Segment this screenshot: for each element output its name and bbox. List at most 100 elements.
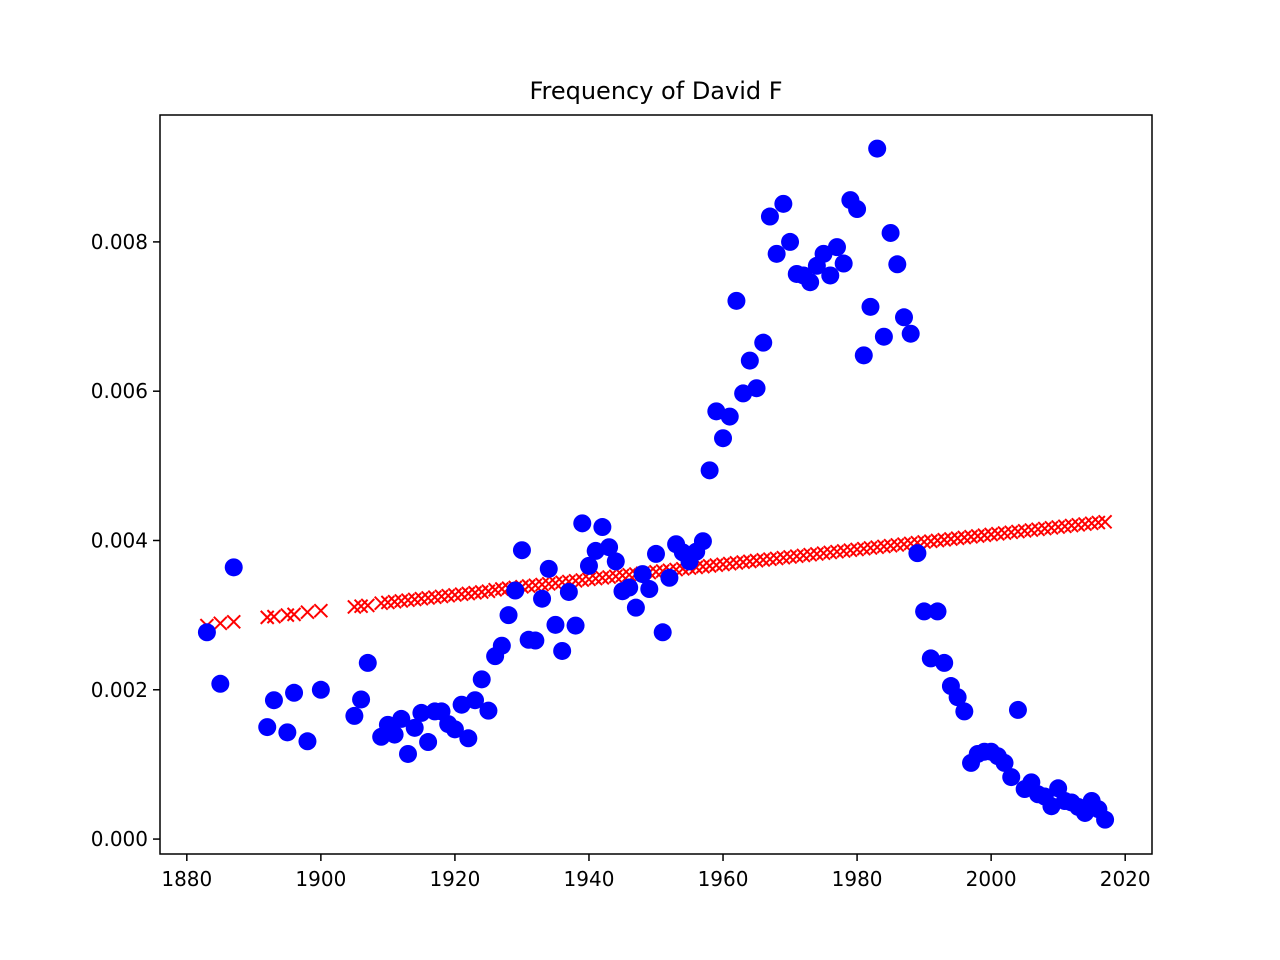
- data-point-circle: [506, 581, 525, 600]
- data-point-circle: [345, 706, 364, 725]
- data-point-circle: [392, 709, 411, 728]
- data-point-x: [300, 604, 315, 620]
- data-point-circle: [311, 680, 330, 699]
- data-point-circle: [492, 636, 511, 655]
- data-point-circle: [647, 544, 665, 563]
- data-point-circle: [700, 461, 719, 480]
- chart-title: Frequency of David F: [529, 77, 782, 105]
- data-point-circle: [814, 244, 833, 263]
- data-point-circle: [868, 139, 887, 158]
- data-point-circle: [445, 720, 464, 739]
- data-point-circle: [600, 538, 619, 557]
- data-point-circle: [640, 580, 659, 599]
- data-point-circle: [626, 598, 645, 617]
- data-point-circle: [821, 266, 840, 285]
- data-point-circle: [693, 532, 712, 551]
- x-tick-label: 2000: [966, 867, 1017, 891]
- data-point-circle: [874, 327, 893, 346]
- y-tick-label: 0.006: [91, 379, 148, 403]
- data-point-circle: [553, 641, 572, 660]
- y-tick-label: 0.000: [91, 827, 148, 851]
- data-point-circle: [801, 273, 820, 292]
- data-point-circle: [559, 582, 578, 601]
- data-point-circle: [620, 578, 639, 597]
- data-point-circle: [895, 308, 913, 327]
- data-point-x: [1097, 514, 1113, 530]
- data-point-circle: [1008, 700, 1027, 719]
- x-tick-label: 1880: [161, 867, 212, 891]
- data-point-circle: [955, 702, 974, 721]
- data-point-circle: [258, 718, 277, 737]
- data-point-circle: [606, 552, 625, 571]
- data-point-circle: [533, 589, 552, 608]
- data-point-circle: [499, 606, 518, 625]
- data-point-circle: [1002, 768, 1021, 787]
- data-point-circle: [298, 732, 317, 751]
- data-point-circle: [754, 333, 773, 352]
- data-point-circle: [385, 725, 404, 744]
- data-point-circle: [935, 653, 954, 672]
- data-point-x: [213, 616, 228, 631]
- y-tick-label: 0.008: [91, 230, 148, 254]
- data-point-circle: [633, 565, 652, 584]
- x-tick-label: 2020: [1100, 867, 1151, 891]
- x-tick-label: 1900: [295, 867, 346, 891]
- data-point-circle: [526, 631, 545, 650]
- data-point-circle: [901, 324, 920, 343]
- data-point-circle: [767, 244, 786, 263]
- data-point-circle: [714, 429, 733, 448]
- y-tick-label: 0.004: [91, 528, 148, 552]
- data-point-circle: [573, 514, 592, 533]
- data-point-circle: [539, 559, 558, 578]
- data-point-circle: [459, 729, 478, 748]
- data-point-circle: [197, 623, 216, 642]
- data-point-circle: [264, 691, 283, 710]
- data-point-circle: [915, 602, 934, 621]
- axes-frame: [159, 114, 1153, 855]
- data-point-x: [313, 603, 329, 618]
- data-point-circle: [827, 238, 846, 257]
- data-point-circle: [512, 541, 531, 560]
- x-tick-label: 1960: [698, 867, 749, 891]
- data-point-circle: [928, 602, 947, 621]
- data-point-circle: [593, 518, 612, 537]
- data-point-circle: [466, 691, 485, 710]
- data-point-circle: [653, 623, 672, 642]
- data-point-circle: [760, 207, 779, 226]
- data-point-circle: [278, 723, 297, 742]
- data-point-circle: [358, 653, 377, 672]
- data-point-circle: [908, 544, 927, 563]
- data-point-x: [360, 598, 375, 613]
- data-point-circle: [995, 753, 1014, 772]
- data-point-circle: [285, 683, 304, 702]
- data-point-x: [286, 607, 302, 622]
- data-point-circle: [834, 254, 853, 273]
- data-point-circle: [740, 351, 759, 370]
- data-point-x: [226, 614, 241, 630]
- data-point-circle: [419, 733, 438, 752]
- y-tick-label: 0.002: [91, 678, 148, 702]
- data-point-circle: [399, 744, 417, 763]
- data-point-circle: [405, 718, 424, 737]
- data-point-circle: [579, 556, 598, 575]
- data-point-circle: [774, 194, 793, 213]
- data-point-circle: [781, 232, 800, 251]
- data-point-circle: [224, 558, 243, 577]
- x-tick-label: 1920: [429, 867, 480, 891]
- data-point-circle: [854, 346, 873, 365]
- data-point-circle: [881, 223, 900, 242]
- data-point-circle: [1096, 810, 1115, 829]
- data-point-circle: [848, 200, 867, 219]
- data-point-circle: [660, 568, 679, 587]
- data-point-circle: [720, 407, 739, 426]
- data-point-circle: [566, 616, 585, 635]
- data-point-circle: [211, 674, 230, 693]
- data-point-circle: [747, 379, 766, 398]
- plot-area: [197, 139, 1115, 829]
- data-point-circle: [948, 688, 967, 707]
- data-point-circle: [546, 615, 565, 634]
- data-point-circle: [727, 291, 746, 310]
- data-point-x: [266, 609, 282, 624]
- data-point-circle: [352, 690, 371, 709]
